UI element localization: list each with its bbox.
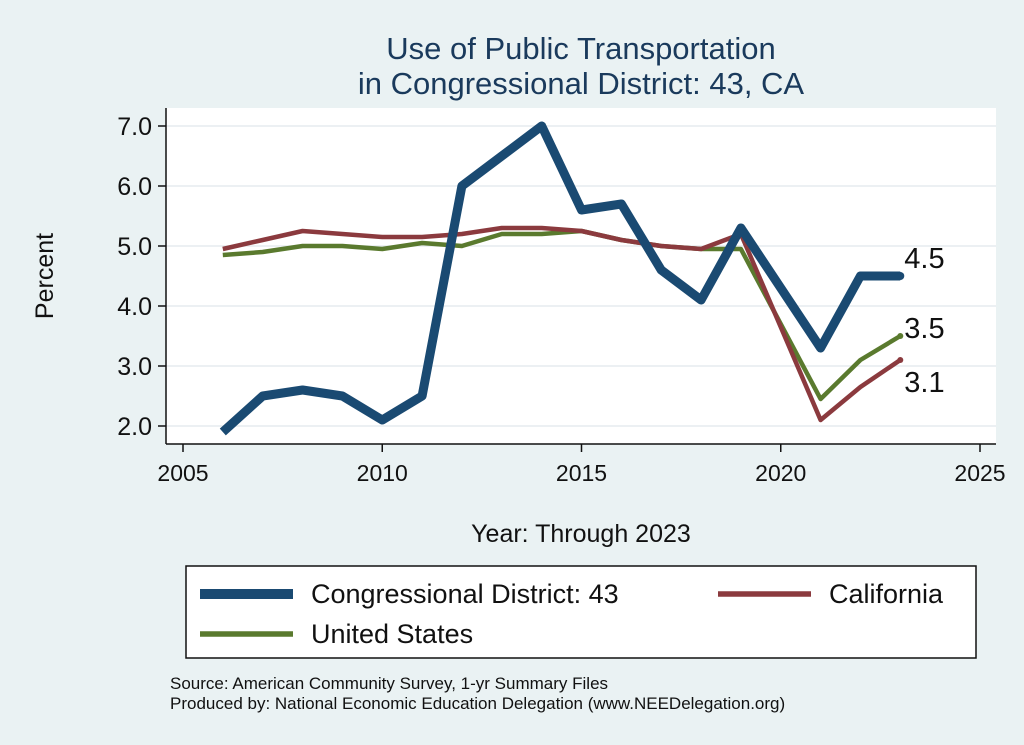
legend-label-congressional-district-43: Congressional District: 43 [311,579,619,609]
series-line-california [222,225,902,423]
y-tick-label: 2.0 [117,413,152,441]
y-tick-label: 3.0 [117,353,152,381]
x-axis-label: Year: Through 2023 [471,520,691,548]
x-tick-label: 2025 [954,460,1005,486]
chart-title-line-1: Use of Public Transportation [386,31,775,66]
y-tick-label: 6.0 [117,173,152,201]
series-lines [219,121,905,436]
y-axis-label: Percent [31,233,59,319]
legend-label-california: California [829,579,944,609]
produced-by-note: Produced by: National Economic Education… [170,694,785,713]
x-tick-label: 2020 [755,460,806,486]
series-line-congressional-district-43 [219,121,901,436]
series-end-point-california [897,357,904,363]
series-end-labels: 4.5 3.1 3.5 [904,243,944,399]
end-label-california: 3.1 [904,367,944,399]
end-label-united-states: 3.5 [904,313,944,345]
chart-title-line-2: in Congressional District: 43, CA [358,66,805,101]
x-axis-ticks: 2005 2010 2015 2020 2025 [157,444,1006,486]
legend-label-united-states: United States [311,619,473,649]
end-label-congressional-district-43: 4.5 [904,243,944,275]
series-end-point-united-states [897,333,904,339]
legend-box [185,565,977,659]
y-tick-label: 7.0 [117,113,152,141]
y-tick-label: 5.0 [117,233,152,261]
x-tick-label: 2015 [556,460,607,486]
source-note: Source: American Community Survey, 1-yr … [170,674,608,693]
y-tick-label: 4.0 [117,293,152,321]
y-axis-ticks: 2.0 3.0 4.0 5.0 6.0 7.0 [117,113,166,441]
x-tick-label: 2010 [357,460,408,486]
series-end-point-congressional-district-43 [896,272,905,280]
x-tick-label: 2005 [157,460,208,486]
legend: Congressional District: 43 California Unit… [200,579,944,649]
